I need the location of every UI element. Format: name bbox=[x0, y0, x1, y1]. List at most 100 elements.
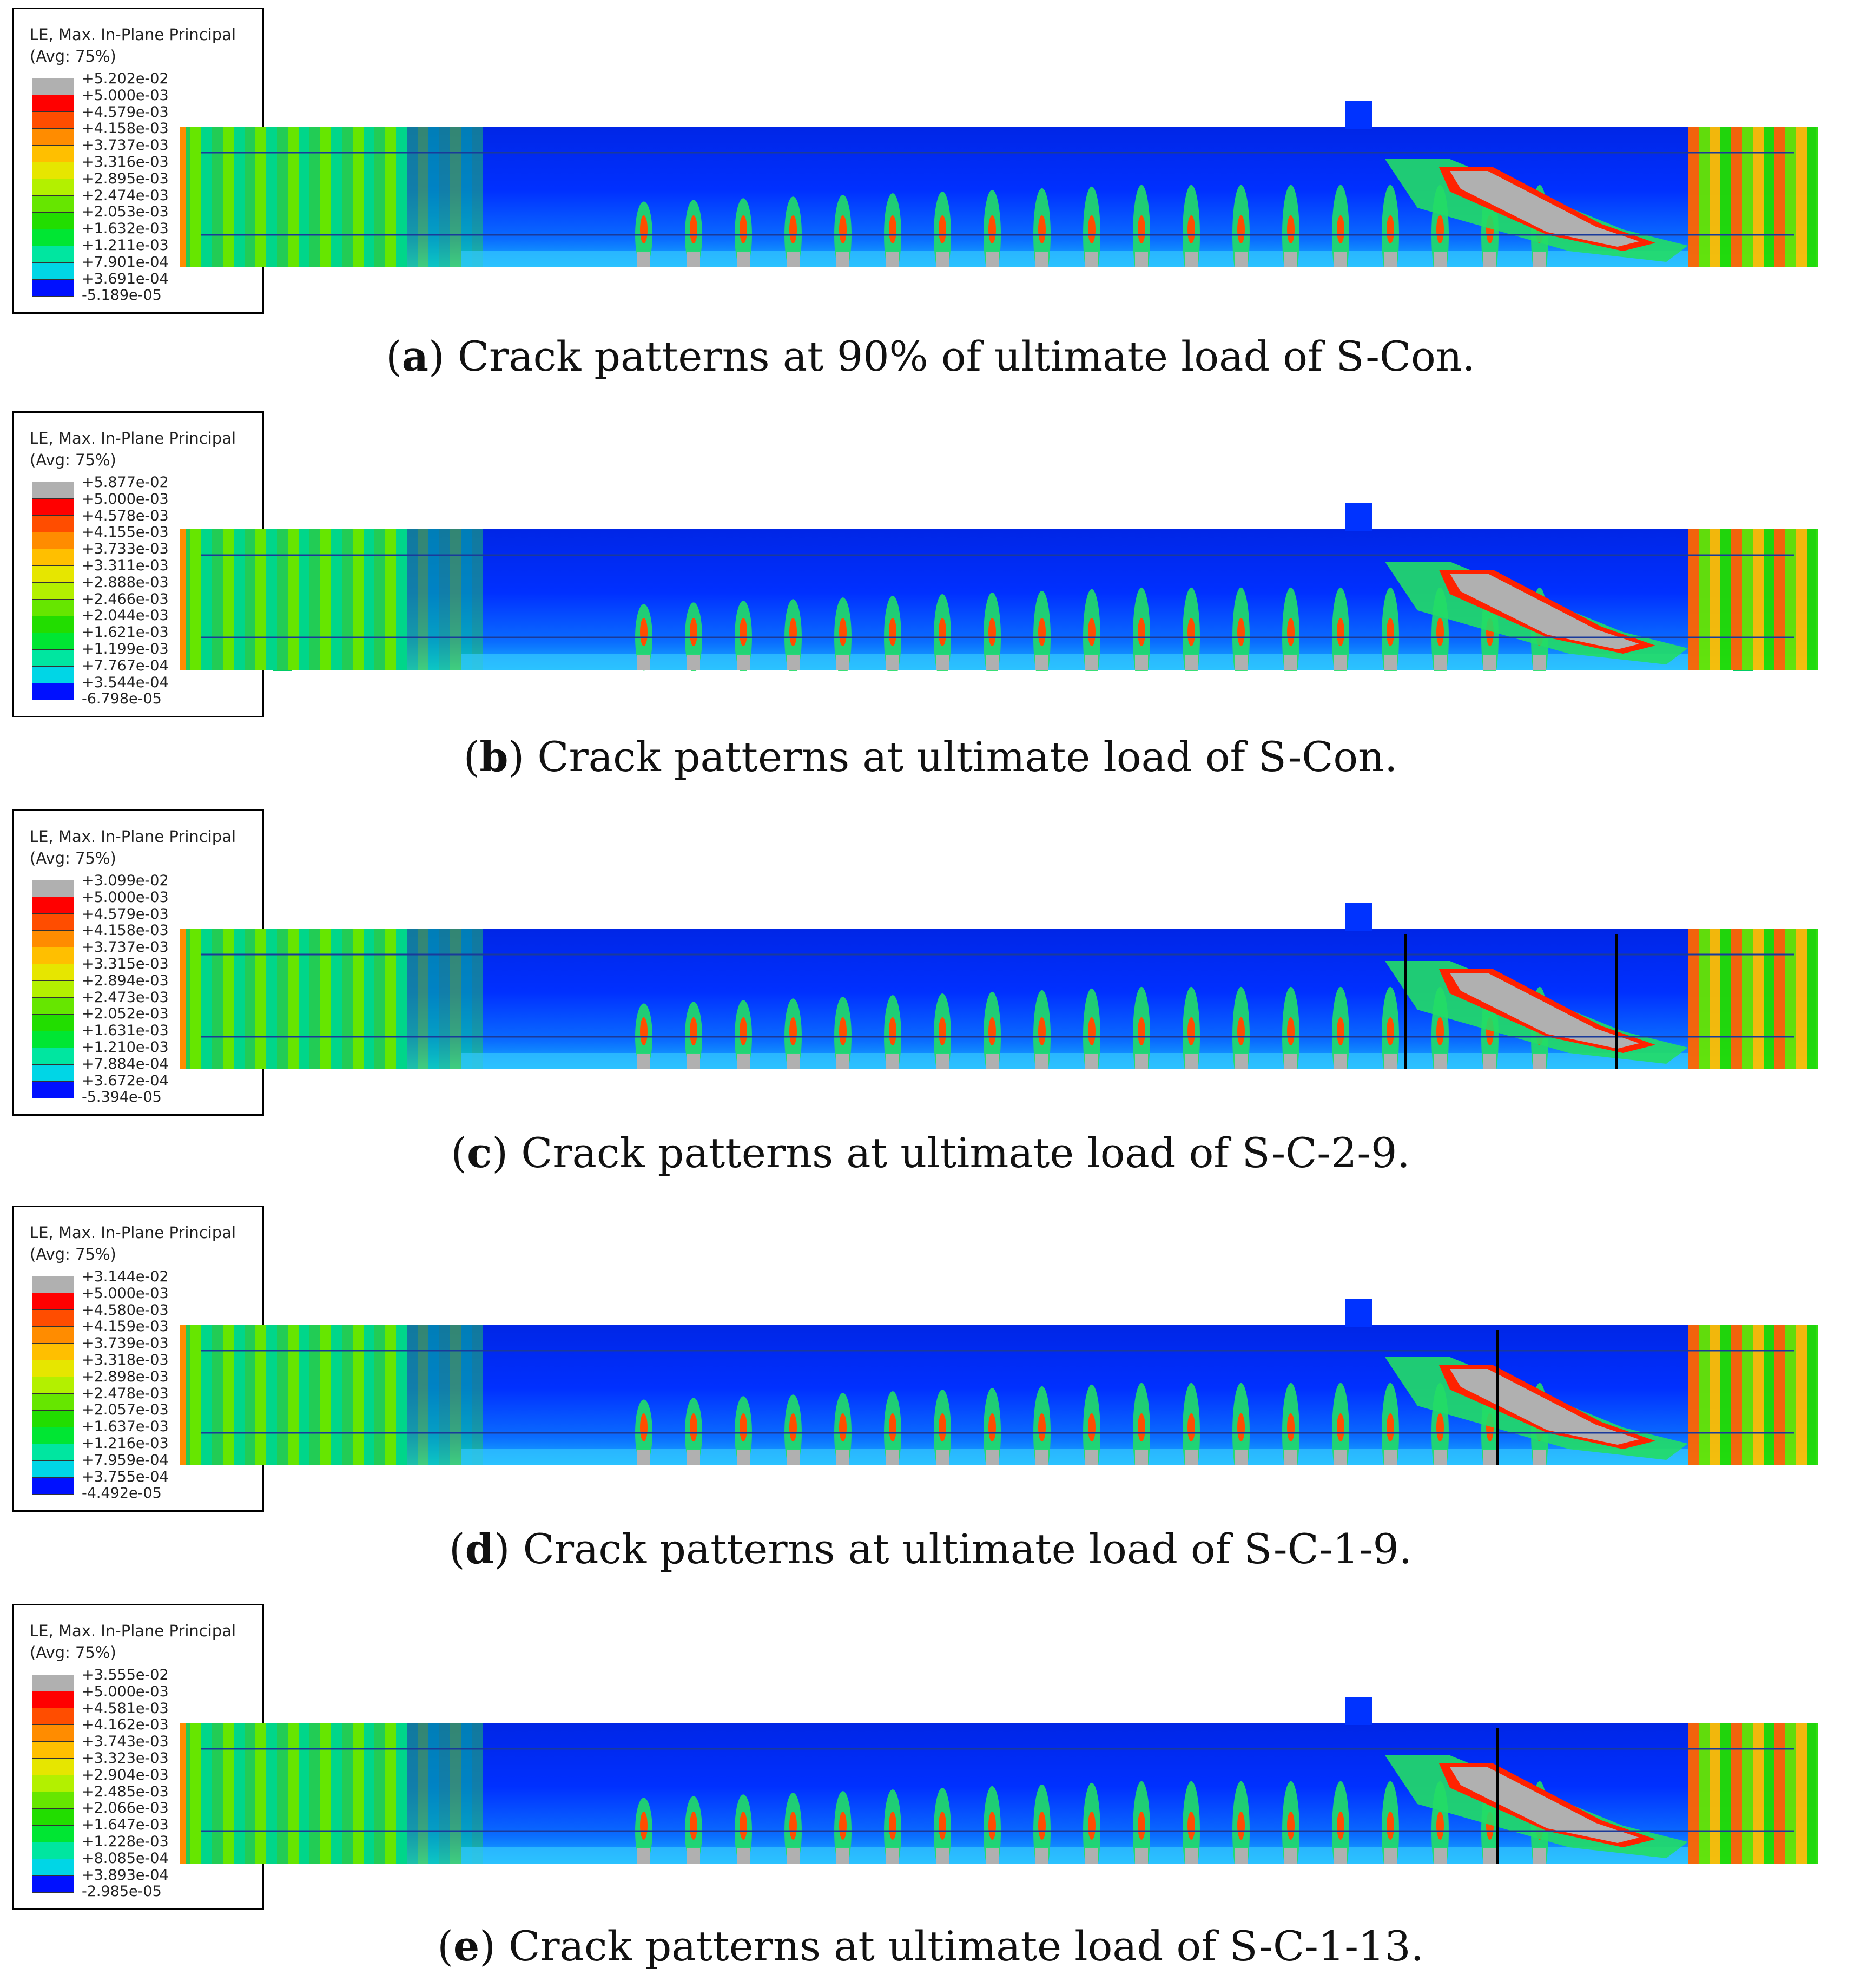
beam-contour bbox=[0, 8, 1861, 267]
legend-values: +5.202e-02 +5.000e-03 +4.579e-03 +4.158e-03… bbox=[82, 70, 169, 304]
legend-swatch bbox=[32, 280, 74, 297]
legend-value: +5.877e-02 bbox=[82, 474, 169, 491]
beam-svg bbox=[180, 503, 1818, 671]
legend-swatch bbox=[32, 1725, 74, 1742]
legend-swatch bbox=[32, 667, 74, 683]
legend-swatch bbox=[32, 1015, 74, 1031]
legend-value: +7.959e-04 bbox=[82, 1451, 169, 1469]
legend-title: LE, Max. In-Plane Principal bbox=[30, 1622, 236, 1640]
legend-values: +3.144e-02 +5.000e-03 +4.580e-03 +4.159e-03… bbox=[82, 1268, 169, 1502]
legend-swatch bbox=[32, 1377, 74, 1394]
legend-swatch bbox=[32, 1444, 74, 1461]
panel-caption: (d) Crack patterns at ultimate load of S… bbox=[449, 1525, 1412, 1573]
legend-swatch bbox=[32, 179, 74, 196]
legend-value: +2.894e-03 bbox=[82, 972, 169, 989]
legend-value: +5.000e-03 bbox=[82, 87, 169, 104]
legend-subtitle: (Avg: 75%) bbox=[30, 1643, 116, 1662]
legend-value: +4.579e-03 bbox=[82, 103, 169, 121]
legend-swatch bbox=[32, 897, 74, 914]
legend-value: +3.737e-03 bbox=[82, 939, 169, 956]
legend-value: +1.216e-03 bbox=[82, 1434, 169, 1452]
legend-swatch bbox=[32, 112, 74, 129]
legend-value: +4.581e-03 bbox=[82, 1700, 169, 1717]
beam-contour bbox=[0, 1604, 1861, 1864]
legend-value: +2.485e-03 bbox=[82, 1783, 169, 1800]
legend-swatch bbox=[32, 1344, 74, 1360]
legend-swatch bbox=[32, 162, 74, 179]
legend-swatch bbox=[32, 600, 74, 616]
legend-value: +8.085e-04 bbox=[82, 1849, 169, 1867]
legend-value: +3.743e-03 bbox=[82, 1733, 169, 1750]
legend-value: +3.544e-04 bbox=[82, 674, 169, 691]
caption-text: Crack patterns at ultimate load of S-C-1… bbox=[509, 1922, 1424, 1970]
legend-value: +5.202e-02 bbox=[82, 70, 169, 87]
panel-a: LE, Max. In-Plane Principal (Avg: 75%) +5.… bbox=[0, 8, 1861, 386]
panel-caption: (b) Crack patterns at ultimate load of S… bbox=[463, 733, 1398, 781]
legend-value: +2.466e-03 bbox=[82, 590, 169, 608]
legend-swatch bbox=[32, 947, 74, 964]
legend-swatch bbox=[32, 1461, 74, 1478]
beam-contour bbox=[0, 1206, 1861, 1465]
legend-value: +3.555e-02 bbox=[82, 1667, 169, 1683]
beam-svg bbox=[180, 1299, 1818, 1465]
legend-swatch bbox=[32, 931, 74, 947]
legend-swatch bbox=[32, 1792, 74, 1809]
legend-value: +2.478e-03 bbox=[82, 1385, 169, 1402]
legend-value: +1.621e-03 bbox=[82, 624, 169, 641]
legend-swatch bbox=[32, 1082, 74, 1098]
panel-caption: (a) Crack patterns at 90% of ultimate lo… bbox=[386, 332, 1475, 380]
legend-value: +5.000e-03 bbox=[82, 490, 169, 508]
legend-swatch bbox=[32, 1293, 74, 1310]
legend-swatch bbox=[32, 1065, 74, 1082]
legend-subtitle: (Avg: 75%) bbox=[30, 451, 116, 469]
legend-value: +7.901e-04 bbox=[82, 253, 169, 271]
legend-swatch bbox=[32, 1276, 74, 1293]
legend-value: +2.057e-03 bbox=[82, 1401, 169, 1419]
panel-b: LE, Max. In-Plane Principal (Avg: 75%) +5.… bbox=[0, 411, 1861, 790]
legend-value: +5.000e-03 bbox=[82, 1683, 169, 1700]
legend-swatch bbox=[32, 633, 74, 650]
legend-value: +4.158e-03 bbox=[82, 922, 169, 939]
beam-contour bbox=[0, 809, 1861, 1069]
panel-label: c bbox=[467, 1129, 492, 1177]
legend-swatch bbox=[32, 129, 74, 146]
legend-swatch bbox=[32, 1411, 74, 1427]
legend-swatch bbox=[32, 1775, 74, 1792]
legend-swatch bbox=[32, 1691, 74, 1708]
legend-value: +1.228e-03 bbox=[82, 1833, 169, 1850]
legend-value: +2.052e-03 bbox=[82, 1005, 169, 1023]
legend-swatch bbox=[32, 1360, 74, 1377]
legend-value: +4.579e-03 bbox=[82, 905, 169, 923]
legend-value: +3.318e-03 bbox=[82, 1351, 169, 1368]
beam-contour bbox=[0, 411, 1861, 671]
legend-value: +7.884e-04 bbox=[82, 1055, 169, 1072]
legend-swatch bbox=[32, 1478, 74, 1495]
legend-subtitle: (Avg: 75%) bbox=[30, 1245, 116, 1263]
legend-swatch bbox=[32, 583, 74, 600]
legend-value: +2.898e-03 bbox=[82, 1368, 169, 1385]
legend-value: +1.632e-03 bbox=[82, 220, 169, 238]
legend-value: +1.210e-03 bbox=[82, 1038, 169, 1056]
panel-label: b bbox=[479, 733, 509, 781]
caption-text: Crack patterns at ultimate load of S-Con… bbox=[537, 733, 1398, 781]
legend-swatch bbox=[32, 516, 74, 532]
legend-swatch bbox=[32, 1876, 74, 1893]
legend-title: LE, Max. In-Plane Principal bbox=[30, 827, 236, 846]
legend-value: +3.315e-03 bbox=[82, 955, 169, 972]
legend-title: LE, Max. In-Plane Principal bbox=[30, 429, 236, 447]
legend-value: +2.473e-03 bbox=[82, 989, 169, 1006]
legend-swatch bbox=[32, 213, 74, 229]
panel-c: LE, Max. In-Plane Principal (Avg: 75%) +3.… bbox=[0, 809, 1861, 1188]
legend-value: +4.578e-03 bbox=[82, 507, 169, 524]
legend-swatch bbox=[32, 246, 74, 263]
legend-swatch bbox=[32, 998, 74, 1015]
legend-value: +3.691e-04 bbox=[82, 270, 169, 287]
legend-value: +1.631e-03 bbox=[82, 1022, 169, 1039]
panel-label: d bbox=[465, 1525, 494, 1573]
legend-value: +3.311e-03 bbox=[82, 557, 169, 574]
legend-value: +3.099e-02 bbox=[82, 872, 169, 889]
legend-value: +2.044e-03 bbox=[82, 607, 169, 624]
beam-svg bbox=[180, 1697, 1818, 1864]
legend-value: +1.647e-03 bbox=[82, 1816, 169, 1834]
legend-value: +4.162e-03 bbox=[82, 1716, 169, 1734]
